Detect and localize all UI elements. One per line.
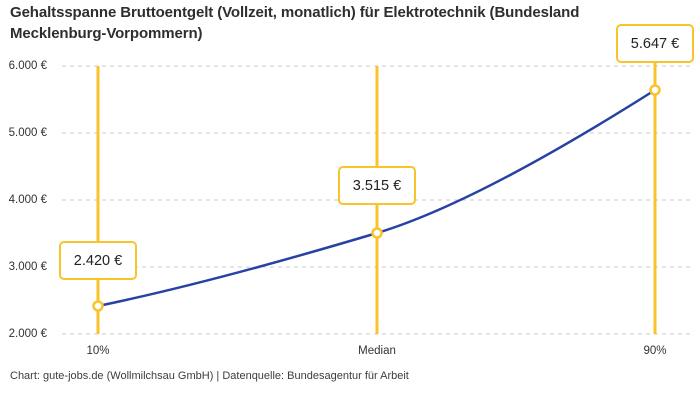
data-point-markers [92,84,661,312]
x-axis-tick-label-90pct: 90% [643,345,667,357]
value-callout-median-label: 3.515 € [352,177,402,194]
data-point-10pct [92,300,104,312]
y-axis-tick-label-6000: 6.000 € [8,60,47,72]
y-axis-tick-label-5000: 5.000 € [8,127,47,139]
x-axis-tick-label-median: Median [358,345,396,357]
value-callout-median: 3.515 € [338,166,416,205]
y-axis-tick-label-2000: 2.000 € [8,328,47,340]
x-axis-tick-label-10pct: 10% [86,345,110,357]
value-callout-10pct: 2.420 € [59,241,137,280]
chart-title: Gehaltsspanne Bruttoentgelt (Vollzeit, m… [10,4,580,42]
value-callout-90pct-label: 5.647 € [630,35,680,52]
data-point-90pct [649,84,661,96]
value-callout-10pct-label: 2.420 € [73,252,123,269]
y-axis-tick-label-4000: 4.000 € [8,194,47,206]
value-callout-90pct: 5.647 € [616,24,694,63]
chart-credit: Chart: gute-jobs.de (Wollmilchsau GmbH) … [10,370,409,382]
y-axis-tick-label-3000: 3.000 € [8,261,47,273]
data-point-median [371,227,383,239]
